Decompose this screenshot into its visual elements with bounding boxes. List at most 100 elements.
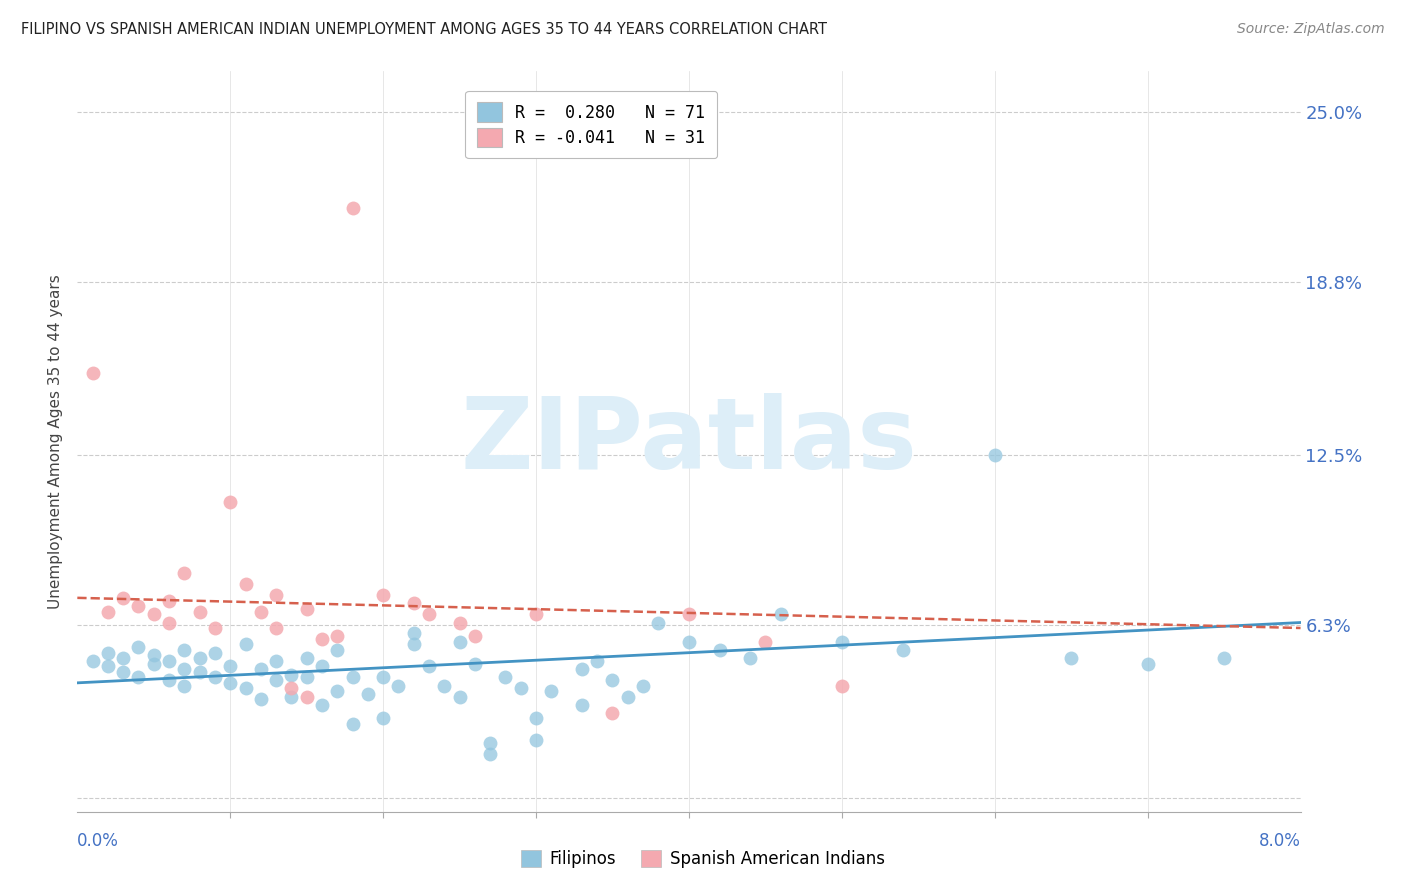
Point xyxy=(127,670,149,684)
Point xyxy=(280,681,302,696)
Point xyxy=(219,659,242,673)
Point xyxy=(295,690,318,704)
Point xyxy=(342,202,364,216)
Point xyxy=(264,673,287,687)
Point xyxy=(97,659,120,673)
Point xyxy=(616,690,638,704)
Point xyxy=(371,711,394,725)
Point xyxy=(157,593,180,607)
Point xyxy=(602,706,624,720)
Point xyxy=(264,588,287,602)
Y-axis label: Unemployment Among Ages 35 to 44 years: Unemployment Among Ages 35 to 44 years xyxy=(48,274,63,609)
Point xyxy=(602,673,624,687)
Point xyxy=(571,662,593,676)
Point xyxy=(479,747,502,761)
Point xyxy=(97,646,120,660)
Point xyxy=(402,596,425,610)
Point xyxy=(219,676,242,690)
Point xyxy=(295,670,318,684)
Point xyxy=(571,698,593,712)
Point xyxy=(326,629,349,643)
Point xyxy=(157,673,180,687)
Point xyxy=(311,698,333,712)
Point xyxy=(127,599,149,613)
Point xyxy=(709,643,731,657)
Point xyxy=(112,651,135,665)
Point xyxy=(678,634,700,648)
Point xyxy=(326,643,349,657)
Point xyxy=(418,659,440,673)
Point xyxy=(769,607,792,622)
Point xyxy=(204,621,226,635)
Point xyxy=(173,643,195,657)
Point xyxy=(204,670,226,684)
Point xyxy=(97,605,120,619)
Point xyxy=(495,670,517,684)
Point xyxy=(371,670,394,684)
Point xyxy=(371,588,394,602)
Point xyxy=(449,615,471,630)
Point xyxy=(188,651,211,665)
Legend: Filipinos, Spanish American Indians: Filipinos, Spanish American Indians xyxy=(515,843,891,875)
Point xyxy=(740,651,762,665)
Point xyxy=(142,657,165,671)
Point xyxy=(464,629,486,643)
Point xyxy=(479,736,502,750)
Point xyxy=(342,670,364,684)
Point xyxy=(524,733,547,747)
Point xyxy=(82,654,104,668)
Point xyxy=(204,646,226,660)
Point xyxy=(142,607,165,622)
Point xyxy=(173,662,195,676)
Legend: R =  0.280   N = 71, R = -0.041   N = 31: R = 0.280 N = 71, R = -0.041 N = 31 xyxy=(465,91,717,159)
Point xyxy=(280,667,302,681)
Point xyxy=(1213,651,1236,665)
Point xyxy=(250,605,273,619)
Point xyxy=(173,679,195,693)
Point xyxy=(264,654,287,668)
Point xyxy=(311,632,333,646)
Point xyxy=(142,648,165,663)
Point xyxy=(250,692,273,706)
Point xyxy=(127,640,149,655)
Text: ZIPatlas: ZIPatlas xyxy=(461,393,917,490)
Point xyxy=(280,690,302,704)
Point xyxy=(831,679,853,693)
Point xyxy=(647,615,669,630)
Text: FILIPINO VS SPANISH AMERICAN INDIAN UNEMPLOYMENT AMONG AGES 35 TO 44 YEARS CORRE: FILIPINO VS SPANISH AMERICAN INDIAN UNEM… xyxy=(21,22,827,37)
Point xyxy=(586,654,609,668)
Point xyxy=(631,679,654,693)
Point xyxy=(433,679,456,693)
Point xyxy=(524,607,547,622)
Point xyxy=(1060,651,1083,665)
Point xyxy=(891,643,914,657)
Point xyxy=(754,634,776,648)
Point xyxy=(402,626,425,640)
Point xyxy=(524,711,547,725)
Point xyxy=(173,566,195,581)
Point xyxy=(235,681,257,696)
Point xyxy=(449,690,471,704)
Point xyxy=(402,637,425,651)
Point xyxy=(464,657,486,671)
Point xyxy=(295,602,318,616)
Point xyxy=(219,495,242,509)
Point xyxy=(984,448,1007,462)
Point xyxy=(264,621,287,635)
Point xyxy=(311,659,333,673)
Point xyxy=(540,684,562,698)
Point xyxy=(188,605,211,619)
Point xyxy=(235,577,257,591)
Point xyxy=(112,665,135,679)
Point xyxy=(357,687,380,701)
Point xyxy=(509,681,531,696)
Point xyxy=(1136,657,1159,671)
Text: 0.0%: 0.0% xyxy=(77,831,120,849)
Point xyxy=(188,665,211,679)
Point xyxy=(342,717,364,731)
Point xyxy=(326,684,349,698)
Point xyxy=(387,679,409,693)
Point xyxy=(678,607,700,622)
Point xyxy=(157,654,180,668)
Text: 8.0%: 8.0% xyxy=(1258,831,1301,849)
